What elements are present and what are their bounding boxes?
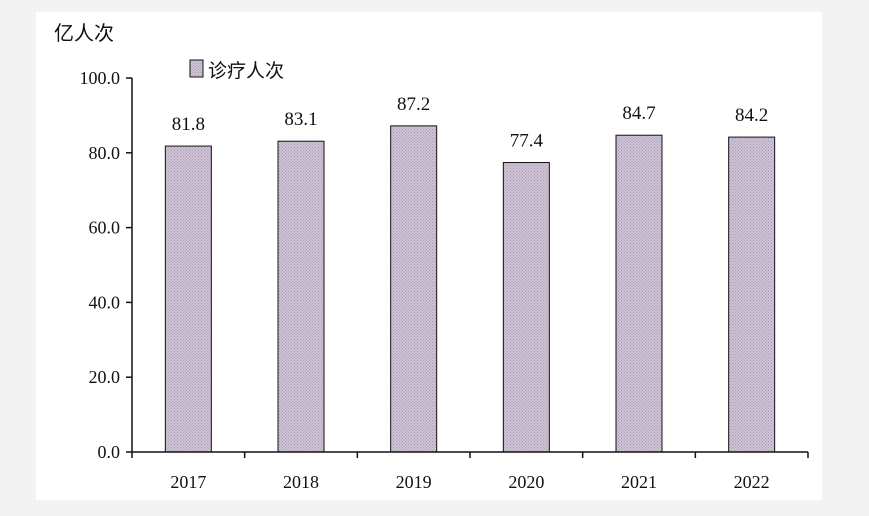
y-tick-label: 40.0 (89, 292, 121, 312)
legend-swatch (189, 59, 204, 78)
bars: 81.8 83.1 87.2 77.4 84.7 84.2 (164, 94, 776, 453)
x-tick-label-2020: 2020 (508, 472, 544, 492)
value-label-2019: 87.2 (397, 94, 430, 115)
axes (131, 78, 808, 453)
bar-2021 (615, 134, 663, 453)
y-tick-label: 60.0 (89, 218, 121, 238)
bar-2019 (390, 125, 438, 453)
x-tick-label-2018: 2018 (283, 472, 319, 492)
x-tick-label-2019: 2019 (396, 472, 432, 492)
value-label-2021: 84.7 (622, 103, 655, 124)
value-label-2017: 81.8 (172, 114, 205, 135)
bar-2018 (277, 140, 325, 453)
x-tick-label-2017: 2017 (170, 472, 206, 492)
value-label-2020: 77.4 (510, 131, 544, 152)
bar-2022 (728, 136, 776, 453)
y-axis-ticks: 0.0 20.0 40.0 60.0 80.0 100.0 (80, 68, 132, 462)
x-tick-label-2021: 2021 (621, 472, 657, 492)
value-label-2018: 83.1 (284, 109, 317, 130)
bar-2017 (164, 145, 212, 453)
y-tick-label: 0.0 (98, 442, 121, 462)
x-axis-ticks: 2017 2018 2019 2020 2021 2022 (131, 452, 809, 492)
legend-label: 诊疗人次 (208, 60, 284, 82)
y-unit-label: 亿人次 (54, 21, 114, 45)
y-tick-label: 20.0 (89, 367, 121, 387)
legend: 诊疗人次 (189, 59, 284, 82)
y-tick-label: 100.0 (80, 68, 121, 88)
x-tick-label-2022: 2022 (734, 472, 770, 492)
value-label-2022: 84.2 (735, 105, 768, 126)
y-tick-label: 80.0 (89, 143, 121, 163)
bar-2020 (502, 162, 550, 453)
